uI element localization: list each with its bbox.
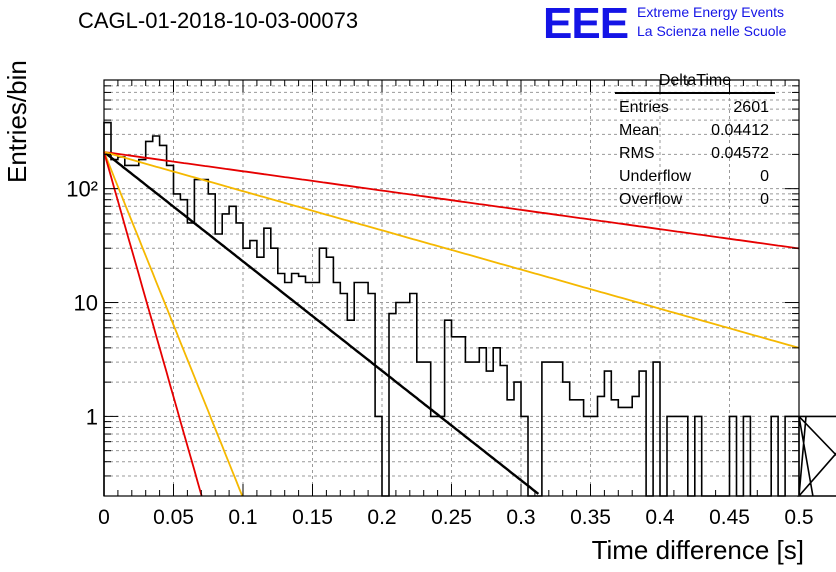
y-tick-label: 10 xyxy=(74,291,98,316)
fit-curve xyxy=(103,151,203,497)
eee-logo-text: Extreme Energy Events La Scienza nelle S… xyxy=(637,3,786,41)
y-tick-label: 1 xyxy=(86,404,98,429)
x-tick-label: 0.25 xyxy=(431,506,472,529)
x-tick-label: 0.3 xyxy=(506,506,535,529)
chart-title: CAGL-01-2018-10-03-00073 xyxy=(78,8,359,33)
stats-row: Overflow 0 xyxy=(611,188,779,211)
axis-ticks: 0 0.05 0.1 0.15 0.2 0.25 0.3 0.35 0.4 0.45 0.5 1 10 1… xyxy=(66,79,814,529)
stats-label: RMS xyxy=(619,145,655,162)
stats-label: Mean xyxy=(619,122,660,139)
x-tick-label: 0.35 xyxy=(570,506,611,529)
x-tick-label: 0.15 xyxy=(292,506,333,529)
x-tick-label: 0.2 xyxy=(367,506,396,529)
stats-value: 0.04412 xyxy=(711,122,769,139)
stats-value: 2601 xyxy=(733,99,769,116)
fit-curve xyxy=(103,151,244,497)
y-axis-label: Entries/bin xyxy=(2,60,32,183)
stats-label: Entries xyxy=(619,99,669,116)
y-tick-label: 10² xyxy=(66,177,98,202)
x-tick-label: 0.45 xyxy=(709,506,750,529)
stats-value: 0.04572 xyxy=(711,145,769,162)
x-tick-label: 0.5 xyxy=(784,506,813,529)
x-tick-label: 0.4 xyxy=(645,506,675,529)
x-tick-label: 0.1 xyxy=(228,506,257,529)
stats-row: Entries 2601 xyxy=(611,96,779,119)
logo-line-2: La Scienza nelle Scuole xyxy=(637,23,787,39)
histogram-step-line xyxy=(103,121,836,497)
stats-value: 0 xyxy=(760,168,769,185)
x-tick-label: 0 xyxy=(98,506,110,529)
fit-curve xyxy=(103,151,800,349)
logo-line-1: Extreme Energy Events xyxy=(637,4,785,20)
fit-curve xyxy=(103,151,540,495)
stats-label: Overflow xyxy=(619,191,683,208)
grid-lines xyxy=(104,79,799,497)
histogram xyxy=(103,121,836,497)
stats-box: DeltaTime Entries 2601 Mean 0.04412 RMS 0.0… xyxy=(611,70,779,211)
stats-label: Underflow xyxy=(619,168,692,185)
fit-curve xyxy=(103,151,800,250)
stats-row: Mean 0.04412 xyxy=(611,119,779,142)
x-tick-label: 0.05 xyxy=(153,506,194,529)
eee-logo: EEE xyxy=(543,0,629,48)
fit-curves xyxy=(103,151,800,497)
stats-row: Underflow 0 xyxy=(611,165,779,188)
stats-title: DeltaTime xyxy=(615,70,775,94)
x-axis-label: Time difference [s] xyxy=(591,535,804,565)
stats-row: RMS 0.04572 xyxy=(611,142,779,165)
stats-value: 0 xyxy=(760,191,769,208)
